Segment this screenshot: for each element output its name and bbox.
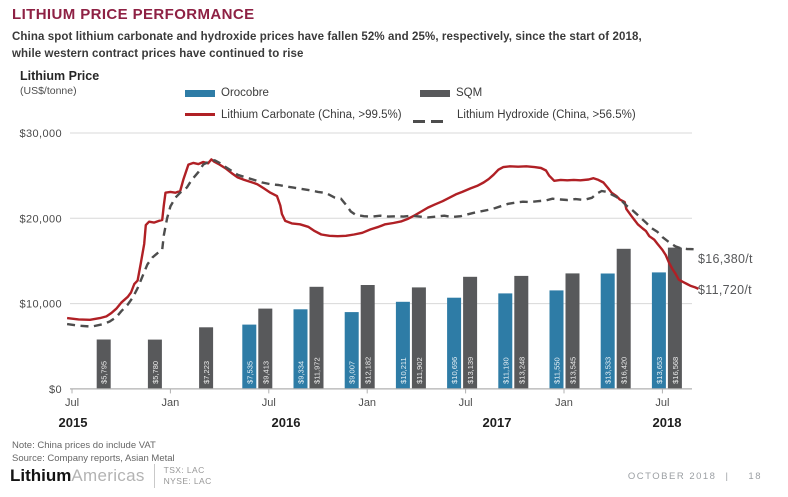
sqm-bar — [199, 327, 214, 389]
bar-value-label: $7,223 — [202, 361, 211, 384]
line-end-label: $16,380/t — [698, 252, 753, 266]
x-axis-tick-label: Jan — [162, 397, 180, 409]
sqm-bar — [258, 308, 273, 389]
x-axis-tick-label: Jul — [262, 397, 276, 409]
bar-value-label: $16,420 — [620, 357, 629, 384]
footer-right: OCTOBER 2018 | 18 — [628, 471, 762, 482]
sqm-bar — [411, 287, 426, 389]
ticker-nyse: NYSE: LAC — [163, 476, 212, 486]
x-axis-tick-label: Jul — [65, 397, 79, 409]
orocobre-bar — [600, 273, 615, 389]
bar-value-label: $11,550 — [553, 357, 562, 384]
orocobre-bar — [293, 309, 308, 389]
footer-page-number: 18 — [748, 471, 762, 482]
orocobre-bar — [651, 272, 666, 389]
sqm-legend-label: SQM — [456, 87, 483, 99]
bar-value-label: $9,334 — [297, 361, 306, 384]
logo-wordmark-light: Americas — [71, 466, 145, 485]
sqm-bar — [667, 247, 682, 389]
bar-value-label: $9,007 — [348, 361, 357, 384]
hydroxide-legend-label: Lithium Hydroxide (China, >56.5%) — [457, 109, 636, 121]
sqm-bar — [514, 275, 529, 389]
bar-value-label: $13,139 — [466, 357, 475, 384]
line-end-label: $11,720/t — [698, 283, 752, 297]
orocobre-bar — [498, 293, 513, 389]
sqm-bar — [616, 248, 631, 389]
y-axis-title: Lithium Price — [20, 69, 100, 83]
orocobre-legend-swatch — [185, 90, 215, 97]
y-axis-tick-label: $20,000 — [19, 213, 62, 225]
bar-value-label: $11,902 — [415, 357, 424, 384]
x-axis-tick-label: Jan — [358, 397, 376, 409]
carbonate-legend-label: Lithium Carbonate (China, >99.5%) — [221, 109, 402, 121]
bar-value-label: $13,533 — [604, 357, 613, 384]
carbonate-price-line — [66, 158, 699, 321]
subtitle-line-1: China spot lithium carbonate and hydroxi… — [12, 31, 642, 43]
orocobre-bar — [549, 290, 564, 389]
bar-value-label: $7,535 — [245, 361, 254, 384]
chart-source: Source: Company reports, Asian Metal — [12, 453, 175, 464]
carbonate-legend-swatch — [185, 113, 215, 116]
orocobre-bar — [344, 312, 359, 389]
subtitle-line-2: while western contract prices have conti… — [12, 48, 304, 60]
orocobre-bar — [242, 324, 257, 389]
sqm-bar — [96, 339, 111, 389]
bar-value-label: $5,795 — [100, 361, 109, 384]
x-axis-tick-label: Jan — [555, 397, 573, 409]
year-label: 2016 — [272, 415, 301, 430]
logo-wordmark-bold: Lithium — [10, 466, 72, 485]
year-label: 2017 — [483, 415, 512, 430]
page-title: LITHIUM PRICE PERFORMANCE — [12, 6, 255, 23]
sqm-legend-swatch — [420, 90, 450, 97]
bar-value-label: $13,653 — [655, 357, 664, 384]
bar-value-label: $10,696 — [450, 357, 459, 384]
year-label: 2015 — [59, 415, 88, 430]
bar-value-label: $11,972 — [313, 357, 322, 384]
ticker-block: TSX: LAC NYSE: LAC — [164, 465, 212, 487]
year-label: 2018 — [653, 415, 682, 430]
orocobre-legend-label: Orocobre — [221, 87, 269, 99]
bar-value-label: $16,568 — [671, 357, 680, 384]
bar-value-label: $13,545 — [569, 357, 578, 384]
orocobre-bar — [395, 301, 410, 389]
hydroxide-price-line — [66, 159, 694, 328]
sqm-bar — [360, 285, 375, 389]
ticker-tsx: TSX: LAC — [163, 465, 205, 475]
footer-date: OCTOBER 2018 — [627, 471, 717, 482]
orocobre-bar — [447, 297, 462, 389]
sqm-bar — [463, 276, 478, 389]
x-axis-tick-label: Jul — [459, 397, 473, 409]
bar-value-label: $5,780 — [151, 361, 160, 384]
bar-value-label: $13,248 — [517, 357, 526, 384]
price-chart: $30,000 $20,000 $10,000 $0 $5,795 $5,780 $7,22… — [19, 128, 753, 430]
sqm-bar — [309, 286, 324, 389]
hydroxide-legend-swatch — [413, 113, 449, 131]
logo-divider — [153, 464, 155, 488]
y-axis-tick-label: $0 — [49, 384, 62, 396]
lithium-americas-logo: Lithium Americas TSX: LAC NYSE: LAC — [10, 464, 212, 488]
bar-value-label: $12,182 — [364, 357, 373, 384]
bar-value-label: $10,211 — [399, 357, 408, 384]
chart-note: Note: China prices do include VAT — [12, 440, 156, 451]
sqm-bar — [565, 273, 580, 389]
bar-value-label: $9,413 — [261, 361, 270, 384]
sqm-bar — [147, 339, 162, 389]
y-axis-tick-label: $30,000 — [19, 128, 62, 140]
y-axis-units: (US$/tonne) — [20, 85, 77, 97]
x-axis-tick-label: Jul — [655, 397, 669, 409]
y-axis-tick-label: $10,000 — [19, 299, 62, 311]
bar-value-label: $11,190 — [501, 357, 510, 384]
footer-pipe: | — [725, 471, 730, 482]
